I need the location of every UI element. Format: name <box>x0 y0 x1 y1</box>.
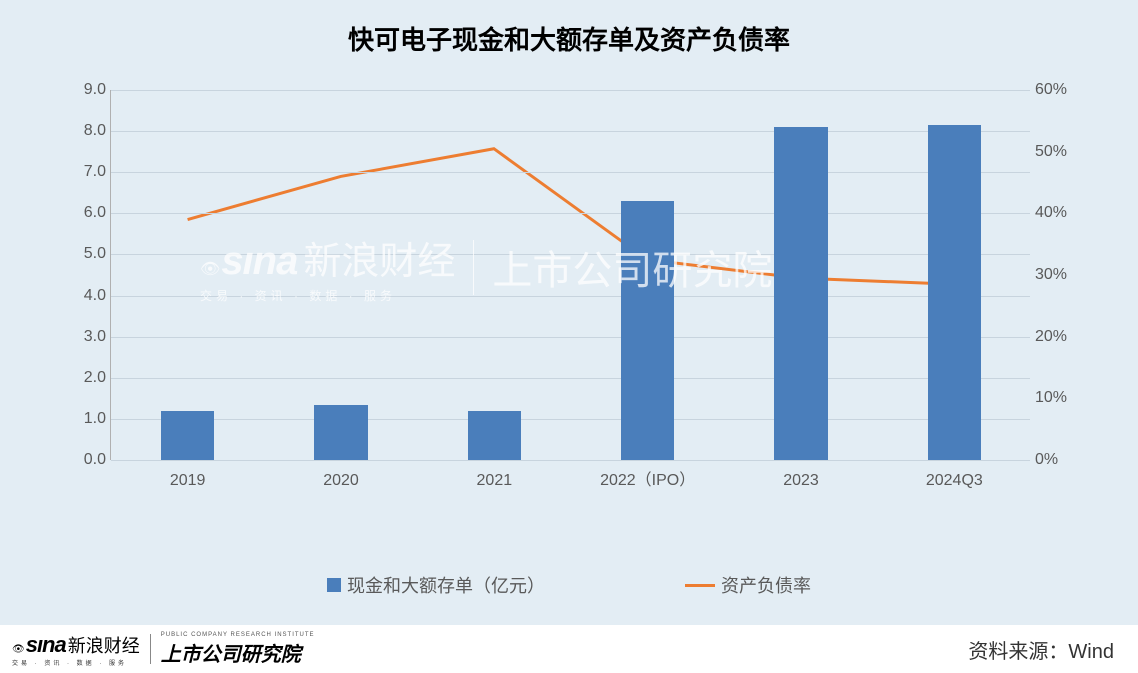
y-right-tick-label: 50% <box>1035 143 1080 161</box>
chart-area: 0.01.02.03.04.05.06.07.08.09.00%10%20%30… <box>70 90 1070 490</box>
y-right-tick-label: 60% <box>1035 81 1080 99</box>
legend-bar-item: 现金和大额存单（亿元） <box>327 572 545 598</box>
gridline <box>111 172 1030 173</box>
footer-sina-sub: 交易 · 资讯 · 数据 · 服务 <box>12 658 140 667</box>
y-left-tick-label: 5.0 <box>71 245 106 263</box>
y-right-tick-label: 20% <box>1035 328 1080 346</box>
footer-institute: PUBLIC COMPANY RESEARCH INSTITUTE 上市公司研究… <box>161 632 315 667</box>
footer: 👁 sına 新浪财经 交易 · 资讯 · 数据 · 服务 PUBLIC COM… <box>0 625 1138 673</box>
footer-divider <box>150 634 151 664</box>
footer-sina-word: sına <box>26 632 66 658</box>
footer-sina-cn: 新浪财经 <box>68 632 140 658</box>
sina-eye-icon: 👁 <box>12 644 25 655</box>
y-left-tick-label: 1.0 <box>71 410 106 428</box>
y-right-tick-label: 10% <box>1035 389 1080 407</box>
chart-container: 快可电子现金和大额存单及资产负债率 0.01.02.03.04.05.06.07… <box>0 0 1138 673</box>
gridline <box>111 378 1030 379</box>
legend-line-swatch <box>685 584 715 587</box>
x-tick-label: 2022（IPO） <box>571 466 724 490</box>
gridline <box>111 213 1030 214</box>
line-series <box>111 90 1030 460</box>
x-tick-label: 2024Q3 <box>878 472 1031 490</box>
x-tick-label: 2019 <box>111 472 264 490</box>
y-right-tick-label: 40% <box>1035 204 1080 222</box>
y-left-tick-label: 7.0 <box>71 163 106 181</box>
gridline <box>111 131 1030 132</box>
gridline <box>111 419 1030 420</box>
bar <box>621 201 675 460</box>
line-path <box>188 149 954 285</box>
y-left-tick-label: 6.0 <box>71 204 106 222</box>
y-right-tick-label: 30% <box>1035 266 1080 284</box>
y-left-tick-label: 4.0 <box>71 287 106 305</box>
legend-bar-label: 现金和大额存单（亿元） <box>347 572 545 598</box>
legend-line-item: 资产负债率 <box>685 572 811 598</box>
gridline <box>111 254 1030 255</box>
bar <box>161 411 215 460</box>
data-source: 资料来源：Wind <box>968 635 1114 664</box>
bar <box>314 405 368 461</box>
bar <box>774 127 828 460</box>
gridline <box>111 90 1030 91</box>
y-left-tick-label: 2.0 <box>71 369 106 387</box>
bar <box>928 125 982 460</box>
gridline <box>111 296 1030 297</box>
footer-sina-logo: 👁 sına 新浪财经 交易 · 资讯 · 数据 · 服务 <box>12 632 140 667</box>
x-tick-label: 2021 <box>418 472 571 490</box>
chart-title: 快可电子现金和大额存单及资产负债率 <box>0 0 1138 57</box>
bar <box>468 411 522 460</box>
legend: 现金和大额存单（亿元） 资产负债率 <box>0 572 1138 598</box>
y-left-tick-label: 3.0 <box>71 328 106 346</box>
y-left-tick-label: 9.0 <box>71 81 106 99</box>
y-left-tick-label: 0.0 <box>71 451 106 469</box>
footer-inst-cn: 上市公司研究院 <box>161 638 315 667</box>
plot-area: 0.01.02.03.04.05.06.07.08.09.00%10%20%30… <box>110 90 1030 460</box>
gridline <box>111 460 1030 461</box>
footer-logos: 👁 sına 新浪财经 交易 · 资讯 · 数据 · 服务 PUBLIC COM… <box>12 632 315 667</box>
x-tick-label: 2020 <box>264 472 417 490</box>
y-left-tick-label: 8.0 <box>71 122 106 140</box>
gridline <box>111 337 1030 338</box>
y-right-tick-label: 0% <box>1035 451 1080 469</box>
legend-line-label: 资产负债率 <box>721 572 811 598</box>
x-tick-label: 2023 <box>724 472 877 490</box>
legend-bar-swatch <box>327 578 341 592</box>
